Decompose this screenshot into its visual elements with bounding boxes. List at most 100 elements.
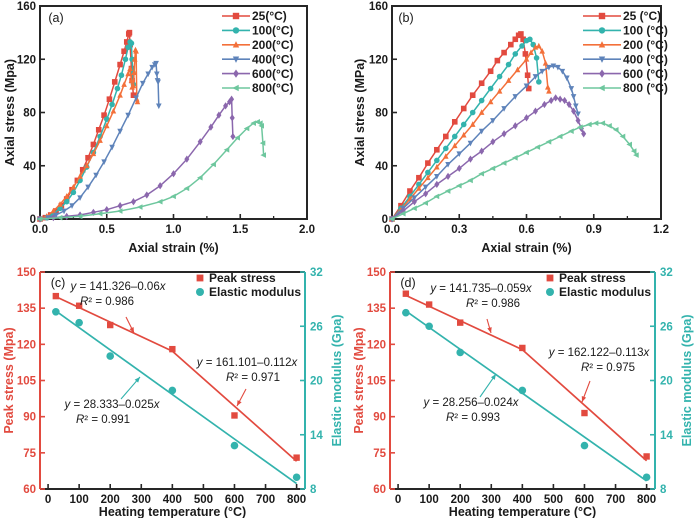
x-tick-label: 0.6 bbox=[519, 224, 535, 236]
x-tick-label: 800 bbox=[287, 494, 306, 506]
tri-down-marker bbox=[85, 184, 91, 191]
diamond-marker bbox=[467, 155, 473, 163]
tri-down-marker bbox=[523, 83, 530, 90]
x-tick-label: 400 bbox=[513, 494, 532, 506]
series-200C bbox=[37, 46, 141, 222]
diamond-marker bbox=[562, 96, 568, 105]
tri-up-marker bbox=[50, 207, 57, 214]
square-marker bbox=[416, 174, 422, 181]
circle-marker bbox=[106, 352, 115, 360]
tri-up-marker bbox=[90, 150, 97, 157]
legend-label: 100 (°C) bbox=[623, 24, 668, 38]
x-tick-label: 0 bbox=[395, 494, 401, 506]
y-right-tick-label: 26 bbox=[310, 321, 323, 333]
square-marker bbox=[518, 31, 524, 37]
tri-left-marker bbox=[599, 120, 606, 126]
x-tick-label: 500 bbox=[544, 494, 563, 506]
tri-up-marker bbox=[128, 77, 135, 83]
tri-left-marker bbox=[76, 213, 83, 220]
tri-left-marker bbox=[260, 152, 266, 158]
tri-left-marker bbox=[626, 141, 632, 148]
legend-label: 25(°C) bbox=[252, 9, 287, 23]
r-squared: R² = 0.991 bbox=[76, 414, 130, 426]
square-marker bbox=[75, 302, 83, 309]
square-marker bbox=[101, 112, 107, 118]
tri-down-marker bbox=[490, 118, 496, 124]
tri-left-marker bbox=[116, 208, 123, 214]
diamond-marker bbox=[445, 172, 451, 181]
panel-a-chart: 0.0 0.5 1.0 1.5 2.0 0 40 80 120 160 Axial strain (… bbox=[3, 1, 315, 255]
circle-marker bbox=[533, 55, 540, 61]
square-marker bbox=[126, 29, 133, 36]
y-axis-title: Axial stress (MPa) bbox=[353, 59, 367, 167]
square-marker bbox=[52, 292, 60, 300]
x-axis-title: Heating temperature (°C) bbox=[99, 505, 246, 518]
tri-down-marker bbox=[568, 86, 575, 92]
y-right-tick-label: 26 bbox=[660, 321, 673, 333]
tri-down-marker bbox=[145, 71, 151, 78]
legend: 25(°C)100(°C)200(°C)400(°C)600(°C)800(°C… bbox=[222, 9, 293, 95]
circle-marker bbox=[292, 473, 301, 482]
tri-down-marker bbox=[532, 74, 539, 80]
tri-left-marker bbox=[619, 133, 626, 140]
y-right-tick-label: 20 bbox=[660, 376, 673, 388]
series-600C bbox=[389, 94, 587, 223]
fit-line bbox=[405, 310, 648, 482]
y-left-tick-label: 120 bbox=[367, 339, 386, 351]
tri-left-marker bbox=[489, 165, 496, 172]
annotation-arrowhead bbox=[237, 400, 242, 406]
annotations: y = 141.735–0.059x R² = 0.986 y = 162.122–… bbox=[423, 283, 651, 424]
square-marker bbox=[469, 92, 476, 98]
y-right-tick-label: 14 bbox=[660, 430, 673, 442]
x-tick-label: 700 bbox=[606, 494, 625, 506]
y-left-tick-label: 60 bbox=[23, 484, 36, 496]
diamond-marker bbox=[230, 132, 236, 141]
diamond-marker bbox=[571, 107, 577, 115]
diamond-marker bbox=[423, 190, 429, 198]
tri-left-marker bbox=[523, 149, 529, 156]
circle-marker bbox=[546, 288, 554, 296]
circle-marker bbox=[425, 169, 431, 176]
tri-down-marker bbox=[125, 112, 131, 119]
tri-up-marker bbox=[57, 201, 63, 207]
x-tick-label: 600 bbox=[225, 494, 244, 506]
square-marker bbox=[79, 166, 86, 173]
y-tick-label: 0 bbox=[30, 214, 36, 226]
tri-up-marker bbox=[469, 121, 476, 127]
square-marker bbox=[525, 85, 532, 92]
y-tick-label: 40 bbox=[375, 161, 388, 173]
tri-left-marker bbox=[612, 127, 619, 133]
legend-label: 400 (°C) bbox=[623, 52, 668, 66]
x-tick-label: 0.5 bbox=[99, 224, 116, 236]
x-tick-label: 200 bbox=[101, 494, 120, 506]
x-tick-label: 300 bbox=[132, 494, 151, 506]
y-left-tick-label: 105 bbox=[17, 376, 37, 388]
tri-left-marker bbox=[259, 140, 266, 146]
diamond-marker bbox=[501, 130, 507, 138]
square-marker bbox=[117, 61, 123, 68]
panel-tag: (b) bbox=[398, 11, 413, 25]
tri-up-marker bbox=[425, 174, 431, 181]
tri-down-marker bbox=[539, 68, 545, 75]
tri-left-marker bbox=[433, 193, 440, 200]
circle-marker bbox=[196, 288, 204, 296]
tri-up-marker bbox=[134, 98, 141, 105]
tri-down-marker bbox=[434, 174, 440, 180]
diamond-marker bbox=[532, 107, 538, 115]
y-tick-label: 160 bbox=[17, 1, 36, 13]
tri-down-marker bbox=[456, 151, 463, 157]
square-marker bbox=[581, 409, 588, 417]
series-25C bbox=[37, 29, 137, 222]
tri-left-marker bbox=[568, 128, 574, 134]
circle-marker bbox=[456, 348, 465, 357]
r-squared: R² = 0.993 bbox=[446, 412, 500, 424]
series-peak-stress bbox=[402, 290, 650, 460]
diamond-marker bbox=[575, 116, 581, 125]
tri-down-marker bbox=[77, 195, 83, 201]
regression-equation: y = 161.101–0.112x bbox=[196, 357, 299, 369]
circle-marker bbox=[580, 441, 589, 450]
x-tick-label: 200 bbox=[451, 494, 470, 506]
x-axis-title: Axial strain (%) bbox=[481, 241, 571, 255]
tri-up-marker bbox=[133, 48, 139, 54]
diamond-marker bbox=[170, 170, 177, 178]
